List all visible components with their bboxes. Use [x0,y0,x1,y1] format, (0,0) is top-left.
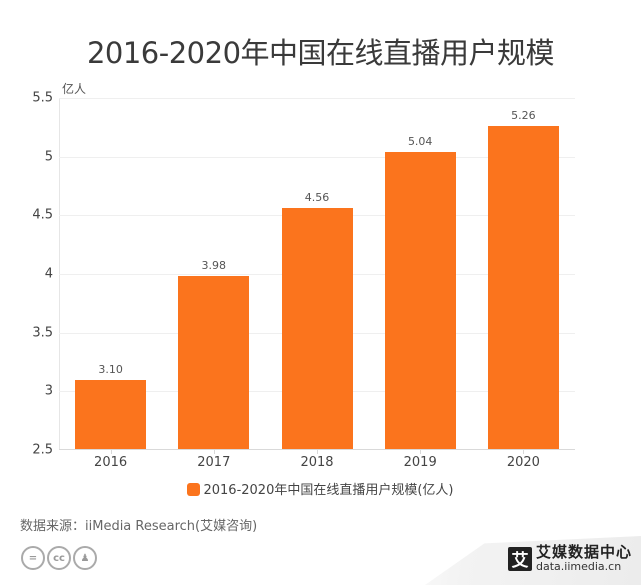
bar-2017 [178,276,250,449]
bar-value-label: 5.26 [511,109,536,123]
bar-2016 [75,379,147,449]
bar-value-label: 3.98 [201,259,227,273]
data-source: 数据来源：iiMedia Research(艾媒咨询) [20,519,258,534]
y-axis-unit: 亿人 [62,82,87,96]
gridline [59,156,575,158]
y-tick-label: 4 [44,266,53,282]
y-tick-label: 3 [44,383,53,399]
brand: 艾 艾媒数据中心 data.iimedia.cn [508,545,632,572]
y-tick-label: 4.5 [32,207,53,223]
legend-swatch [187,483,201,496]
x-tick-label: 2020 [506,455,540,470]
x-axis-line [59,449,575,450]
x-tick-label: 2016 [94,455,128,470]
bar-2020 [487,126,559,449]
brand-url: data.iimedia.cn [536,560,622,573]
x-tick-mark [317,450,318,454]
bar-2019 [384,151,456,449]
y-tick-label: 3.5 [32,325,53,341]
x-tick-label: 2019 [403,455,437,470]
legend: 2016-2020年中国在线直播用户规模(亿人) [0,479,641,498]
bar-2018 [281,208,353,449]
bar-value-label: 4.56 [304,191,330,205]
x-tick-label: 2018 [300,455,334,470]
chart-title: 2016-2020年中国在线直播用户规模 [86,36,555,70]
license-icons: = cc ♟ [21,546,97,570]
brand-logo-icon: 艾 [508,546,532,571]
y-tick-label: 5 [44,149,53,165]
cc-icon: cc [47,546,71,570]
person-icon: ♟ [73,546,97,570]
x-tick-mark [213,450,215,454]
x-tick-mark [420,450,422,454]
equals-icon: = [21,546,45,570]
bar-value-label: 5.04 [407,134,433,148]
brand-name: 艾媒数据中心 [536,543,633,561]
y-tick-label: 5.5 [32,90,53,106]
bar-value-label: 3.10 [98,362,123,376]
gridline [59,98,575,99]
y-tick-label: 2.5 [32,442,53,458]
plot-area: 3.10 3.98 4.56 5.04 5.26 [59,98,575,450]
x-tick-label: 2017 [197,455,231,470]
legend-label: 2016-2020年中国在线直播用户规模(亿人) [203,483,454,498]
x-tick-mark [110,450,112,454]
x-tick-mark [523,450,525,454]
